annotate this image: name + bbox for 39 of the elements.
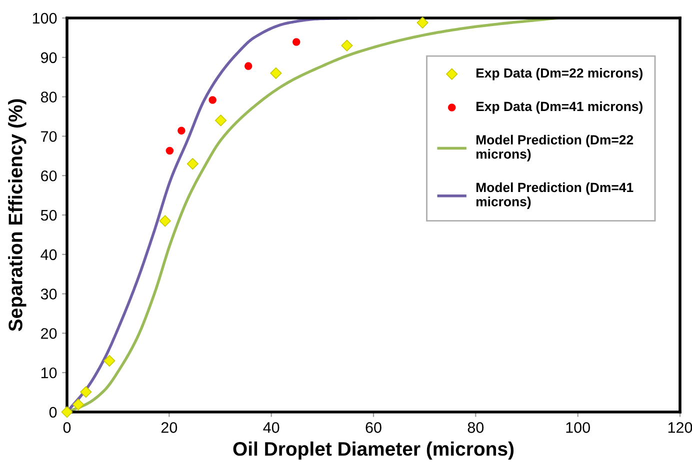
point	[186, 158, 198, 170]
point	[72, 398, 84, 410]
point	[178, 126, 186, 135]
point	[416, 16, 428, 29]
point	[159, 215, 171, 227]
legend-label: Model Prediction (Dm=41 microns)	[476, 182, 634, 209]
point	[104, 354, 116, 367]
x-tick-label: 20	[161, 422, 178, 433]
x-tick-label: 80	[468, 422, 484, 433]
point	[270, 67, 282, 79]
y-tick-label: 60	[41, 170, 57, 182]
point	[244, 62, 252, 70]
y-tick-label: 40	[40, 249, 57, 260]
point	[80, 386, 92, 398]
x-tick-label: 120	[668, 422, 692, 433]
y-tick-label: 70	[41, 131, 57, 142]
x-axis-title: Oil Droplet Diameter (microns)	[233, 442, 514, 460]
legend-label: Model Prediction (Dm=22 microns)	[476, 134, 634, 162]
y-tick-label: 0	[49, 406, 57, 418]
y-axis-title: Separation Efficiency (%)	[8, 99, 26, 332]
point	[208, 96, 216, 104]
x-tick-label: 40	[263, 422, 280, 433]
x-tick-label: 100	[566, 422, 590, 433]
y-tick-label: 90	[41, 52, 57, 64]
point	[214, 114, 227, 126]
x-tick-label: 60	[366, 422, 382, 433]
point	[166, 146, 174, 155]
legend-label: Exp Data (Dm=41 microns)	[476, 101, 642, 114]
y-tick-label: 80	[40, 92, 57, 102]
y-tick-label: 100	[32, 12, 57, 24]
point	[61, 406, 73, 418]
x-tick-label: 0	[63, 422, 71, 433]
y-tick-label: 30	[40, 288, 57, 300]
point	[341, 40, 353, 52]
y-tick-label: 10	[41, 367, 57, 378]
legend-label: Exp Data (Dm=22 microns)	[476, 68, 642, 80]
point	[292, 38, 300, 46]
y-tick-label: 50	[40, 210, 57, 221]
y-tick-label: 20	[41, 328, 57, 339]
